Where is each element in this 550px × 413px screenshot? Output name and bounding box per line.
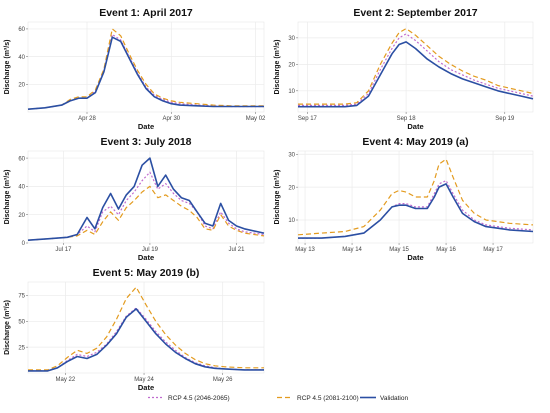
series-line-2	[27, 185, 265, 241]
x-tick-label: Jul 17	[55, 247, 72, 253]
legend: RCP 4.5 (2046-2065) RCP 4.5 (2081-2100) Va…	[148, 395, 408, 402]
y-tick-label: 30	[288, 36, 295, 42]
series-line-2	[297, 158, 534, 236]
legend-label: RCP 4.5 (2046-2065)	[168, 395, 230, 402]
panel-title: Event 5: May 2019 (b)	[93, 267, 200, 279]
x-tick-label: May 17	[483, 247, 503, 253]
series-line-3	[298, 41, 534, 108]
plot-area	[27, 150, 265, 244]
x-tick-label: May 22	[56, 377, 76, 383]
x-tick-label: Jul 21	[228, 247, 245, 253]
x-tick-label: Apr 30	[162, 116, 180, 122]
y-tick-label: 10	[288, 89, 295, 95]
x-tick-label: Sep 18	[397, 116, 417, 122]
panel-3: Event 3: July 2018 0 20 40 60 Jul 17 Jul 19 Jul…	[4, 136, 265, 262]
series-line-2	[298, 28, 534, 105]
y-tick-label: 50	[18, 319, 25, 325]
panel-title: Event 2: September 2017	[353, 7, 477, 19]
y-axis-label: Discharge (m³/s)	[274, 170, 281, 225]
plot-area	[297, 150, 534, 244]
x-axis-label: Date	[138, 122, 154, 131]
y-axis-label: Discharge (m³/s)	[274, 40, 281, 95]
panel-2: Event 2: September 2017 10 20 30 Sep 17 Sep 1…	[274, 7, 534, 131]
panel-1: Event 1: April 2017 20 40 60 Apr 28 Apr 30 May…	[4, 7, 266, 131]
y-tick-label: 60	[18, 27, 25, 33]
series-line-2	[28, 286, 264, 371]
x-axis-label: Date	[407, 253, 423, 262]
panel-4: Event 4: May 2019 (a) 10 20 30 May 13 May 14 M…	[274, 136, 534, 262]
legend-label: Validation	[380, 395, 408, 402]
y-tick-label: 40	[18, 55, 25, 61]
x-tick-label: Jul 19	[142, 247, 159, 253]
plot-area	[27, 21, 265, 113]
y-tick-label: 0	[22, 241, 26, 247]
x-tick-label: May 16	[436, 247, 456, 253]
panel-title: Event 4: May 2019 (a)	[362, 136, 468, 148]
y-tick-label: 10	[288, 218, 295, 224]
plot-area	[297, 21, 534, 113]
series-line-1	[298, 33, 534, 107]
y-axis-label: Discharge (m³/s)	[4, 40, 11, 95]
y-tick-label: 30	[288, 152, 295, 158]
y-tick-label: 20	[288, 63, 295, 69]
series-line-3	[298, 183, 534, 239]
x-tick-label: Sep 19	[495, 116, 515, 122]
series-line-1	[27, 171, 265, 241]
y-axis-label: Discharge (m³/s)	[4, 170, 11, 225]
y-tick-label: 20	[18, 83, 25, 89]
y-tick-label: 20	[18, 213, 25, 219]
series-line-2	[27, 28, 264, 110]
x-axis-label: Date	[138, 383, 154, 392]
y-tick-label: 20	[288, 185, 295, 191]
x-tick-label: May 24	[134, 377, 154, 383]
y-axis-label: Discharge (m³/s)	[4, 300, 11, 355]
x-tick-label: May 26	[213, 377, 233, 383]
panel-title: Event 1: April 2017	[99, 7, 193, 19]
x-tick-label: May 14	[342, 247, 362, 253]
x-tick-label: May 15	[389, 247, 409, 253]
legend-label: RCP 4.5 (2081-2100)	[297, 395, 359, 402]
x-axis-label: Date	[407, 122, 423, 131]
x-tick-label: Apr 28	[78, 116, 96, 122]
panel-title: Event 3: July 2018	[100, 136, 191, 148]
series-line-1	[28, 307, 264, 372]
y-tick-label: 25	[18, 345, 25, 351]
panel-5: Event 5: May 2019 (b) 25 50 75 May 22 May 24 M…	[4, 267, 265, 392]
x-tick-label: Sep 17	[298, 116, 318, 122]
x-tick-label: May 02	[246, 116, 266, 122]
y-tick-label: 60	[18, 156, 25, 162]
y-tick-label: 40	[18, 185, 25, 191]
series-line-3	[27, 157, 265, 241]
y-tick-label: 75	[18, 294, 25, 300]
x-tick-label: May 13	[295, 247, 315, 253]
x-axis-label: Date	[138, 253, 154, 262]
series-line-3	[27, 36, 264, 110]
series-line-3	[28, 308, 264, 372]
